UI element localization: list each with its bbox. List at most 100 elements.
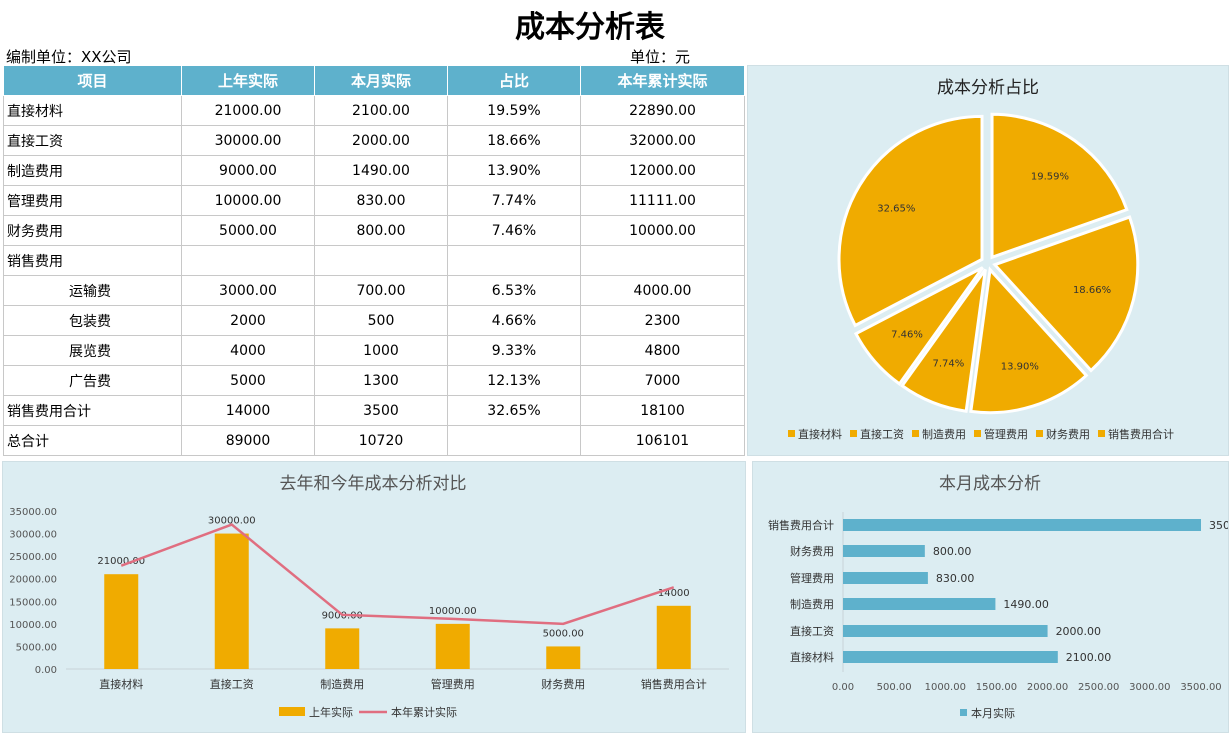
hbar-chart: 本月成本分析 2100.00 直接材料 2000.00 直接工资 1490.00 制造费用 8… (768, 474, 1230, 720)
table-cell[interactable]: 展览费 (3, 335, 182, 366)
table-cell[interactable]: 广告费 (3, 365, 182, 396)
pie-slice (900, 268, 987, 413)
table-cell[interactable]: 管理费用 (3, 185, 182, 216)
table-cell[interactable]: 800.00 (314, 215, 448, 246)
bar (843, 651, 1058, 663)
table-cell[interactable]: 10000.00 (580, 215, 745, 246)
pie-slice (992, 215, 1140, 373)
table-cell[interactable]: 89000 (181, 425, 315, 456)
y-tick-label: 管理费用 (790, 571, 834, 585)
table-cell[interactable]: 21000.00 (181, 95, 315, 126)
table-cell[interactable]: 4.66% (447, 305, 581, 336)
table-cell[interactable]: 11111.00 (580, 185, 745, 216)
legend-label: 财务费用 (1046, 427, 1090, 441)
table-cell[interactable]: 12000.00 (580, 155, 745, 186)
table-cell[interactable]: 5000.00 (181, 215, 315, 246)
table-cell[interactable]: 106101 (580, 425, 745, 456)
y-tick-label: 财务费用 (790, 544, 834, 558)
table-cell[interactable]: 4000 (181, 335, 315, 366)
legend-label: 直接材料 (798, 427, 842, 441)
bar-label: 5000.00 (543, 628, 584, 639)
table-cell[interactable]: 1490.00 (314, 155, 448, 186)
table-cell[interactable]: 2000.00 (314, 125, 448, 156)
pie-label: 7.74% (933, 359, 965, 370)
table-cell[interactable]: 18.66% (447, 125, 581, 156)
table-cell[interactable]: 直接工资 (3, 125, 182, 156)
bar-label: 10000.00 (429, 606, 477, 617)
table-cell[interactable]: 4800 (580, 335, 745, 366)
table-cell[interactable] (314, 245, 448, 276)
bar (214, 533, 249, 669)
y-tick-label: 20000.00 (9, 575, 57, 586)
table-cell[interactable]: 2000 (181, 305, 315, 336)
x-tick-label: 直接工资 (210, 677, 254, 691)
table-cell[interactable]: 1000 (314, 335, 448, 366)
y-tick-label: 制造费用 (790, 597, 834, 611)
table-cell[interactable]: 13.90% (447, 155, 581, 186)
table-cell[interactable]: 包装费 (3, 305, 182, 336)
bar-label: 2100.00 (1066, 651, 1112, 664)
column-header: 本年累计实际 (580, 65, 745, 96)
legend-swatch (788, 430, 795, 437)
table-cell[interactable]: 6.53% (447, 275, 581, 306)
x-tick-label: 制造费用 (320, 677, 364, 691)
y-tick-label: 35000.00 (9, 507, 57, 518)
table-cell[interactable]: 10000.00 (181, 185, 315, 216)
table-row: 总合计 89000 10720 106101 (3, 425, 745, 456)
table-cell[interactable]: 制造费用 (3, 155, 182, 186)
table-cell[interactable]: 30000.00 (181, 125, 315, 156)
bar-label: 30000.00 (208, 516, 256, 527)
table-cell[interactable]: 3500 (314, 395, 448, 426)
table-cell[interactable]: 7.74% (447, 185, 581, 216)
table-cell[interactable]: 3000.00 (181, 275, 315, 306)
table-cell[interactable]: 总合计 (3, 425, 182, 456)
table-cell[interactable]: 19.59% (447, 95, 581, 126)
table-cell[interactable]: 5000 (181, 365, 315, 396)
y-tick-label: 30000.00 (9, 530, 57, 541)
x-tick-label: 3000.00 (1129, 682, 1170, 693)
table-cell[interactable]: 10720 (314, 425, 448, 456)
table-cell[interactable]: 7000 (580, 365, 745, 396)
table-cell[interactable]: 32000.00 (580, 125, 745, 156)
bar-label: 21000.00 (97, 556, 145, 567)
table-cell[interactable]: 22890.00 (580, 95, 745, 126)
bar (435, 623, 470, 669)
table-cell[interactable]: 2300 (580, 305, 745, 336)
x-tick-label: 销售费用合计 (641, 677, 707, 691)
table-cell[interactable]: 18100 (580, 395, 745, 426)
bar-label: 830.00 (936, 572, 975, 585)
table-cell[interactable] (447, 425, 581, 456)
table-cell[interactable] (447, 245, 581, 276)
table-cell[interactable]: 销售费用合计 (3, 395, 182, 426)
table-cell[interactable]: 7.46% (447, 215, 581, 246)
table-cell[interactable]: 运输费 (3, 275, 182, 306)
table-row: 财务费用 5000.00 800.00 7.46% 10000.00 (3, 215, 745, 246)
table-row: 直接材料 21000.00 2100.00 19.59% 22890.00 (3, 95, 745, 126)
table-cell[interactable]: 9000.00 (181, 155, 315, 186)
table-cell[interactable]: 700.00 (314, 275, 448, 306)
table-cell[interactable]: 830.00 (314, 185, 448, 216)
table-cell[interactable]: 500 (314, 305, 448, 336)
combo-chart: 去年和今年成本分析对比 0.00 5000.00 10000.00 15000.00 20… (9, 474, 729, 719)
table-row: 销售费用 (3, 245, 745, 276)
table-cell[interactable]: 4000.00 (580, 275, 745, 306)
table-cell[interactable]: 14000 (181, 395, 315, 426)
table-cell[interactable]: 2100.00 (314, 95, 448, 126)
table-row: 展览费 4000 1000 9.33% 4800 (3, 335, 745, 366)
table-cell[interactable] (181, 245, 315, 276)
table-cell[interactable]: 直接材料 (3, 95, 182, 126)
y-tick-label: 0.00 (35, 665, 57, 676)
table-cell[interactable]: 销售费用 (3, 245, 182, 276)
legend-swatch (974, 430, 981, 437)
table-cell[interactable]: 12.13% (447, 365, 581, 396)
table-cell[interactable] (580, 245, 745, 276)
table-row: 管理费用 10000.00 830.00 7.74% 11111.00 (3, 185, 745, 216)
bar (546, 646, 581, 669)
table-cell[interactable]: 1300 (314, 365, 448, 396)
table-cell[interactable]: 9.33% (447, 335, 581, 366)
table-row: 包装费 2000 500 4.66% 2300 (3, 305, 745, 336)
pie-slice (990, 112, 1129, 260)
legend-swatch (1036, 430, 1043, 437)
table-cell[interactable]: 32.65% (447, 395, 581, 426)
table-cell[interactable]: 财务费用 (3, 215, 182, 246)
